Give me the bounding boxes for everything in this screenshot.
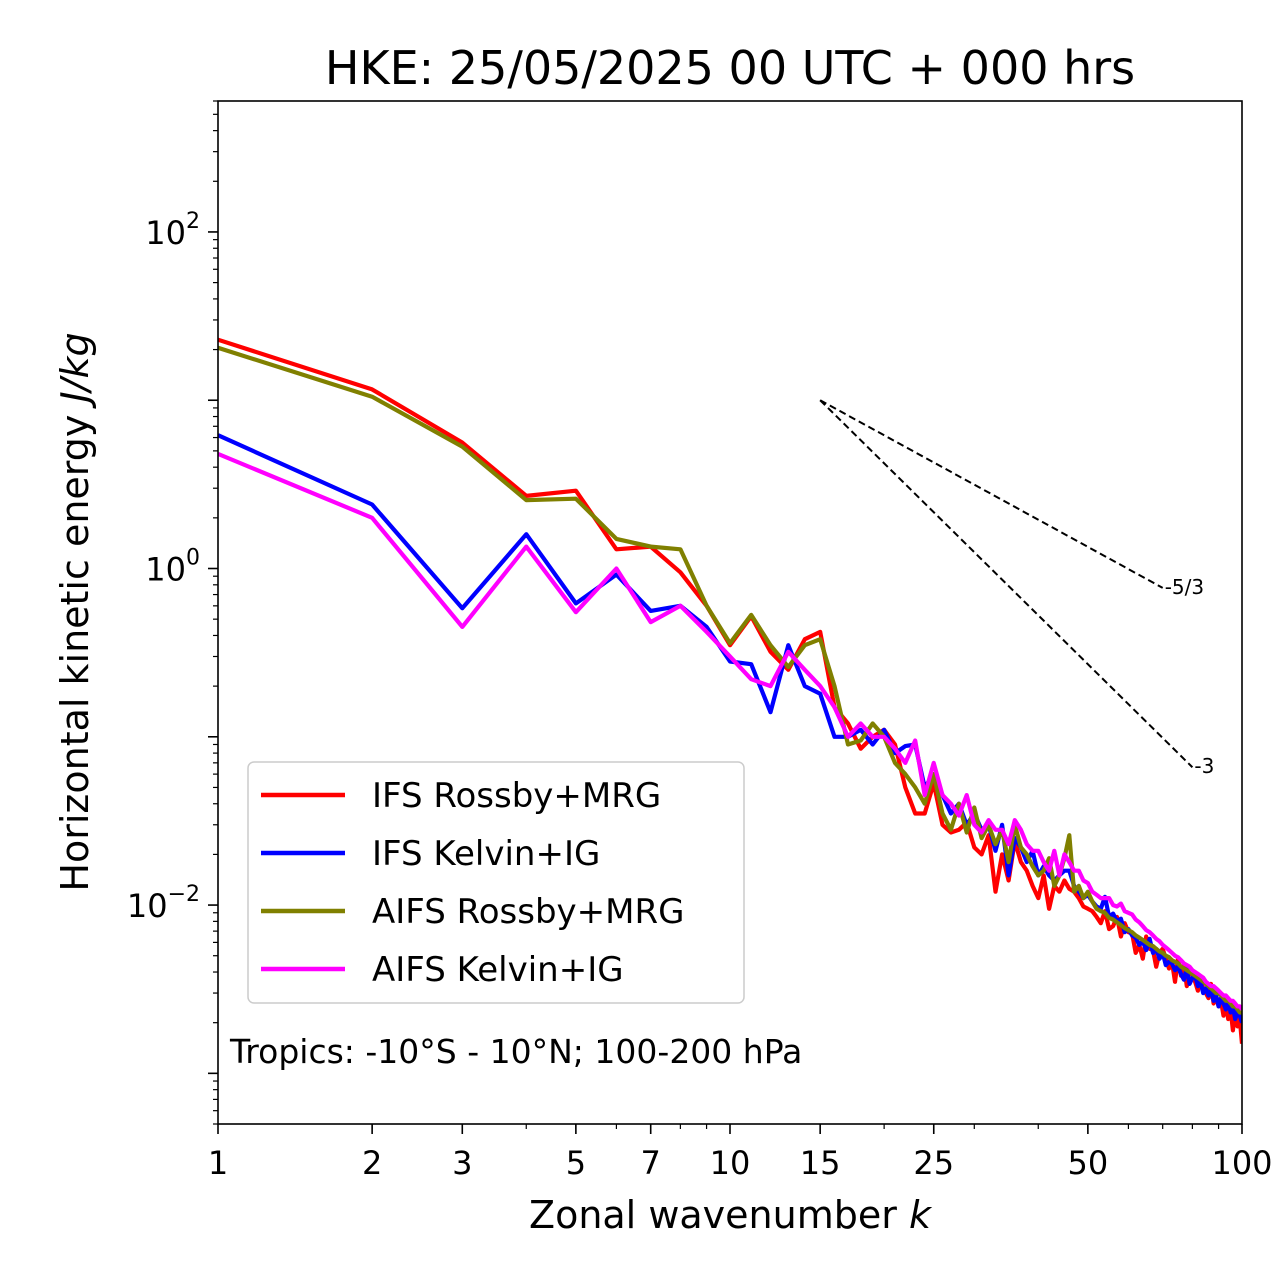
y-tick-label: 10−2 xyxy=(127,882,200,925)
x-tick-label: 5 xyxy=(566,1144,586,1182)
x-axis-label: Zonal wavenumber k xyxy=(529,1193,933,1237)
x-tick-label: 100 xyxy=(1211,1144,1272,1182)
series-line-3 xyxy=(218,345,1242,1015)
y-axis-label: Horizontal kinetic energy J/kg xyxy=(53,332,97,891)
reference-slopes: -5/3 -3 xyxy=(819,399,1214,778)
x-tick-label: 2 xyxy=(362,1144,382,1182)
legend-label: AIFS Kelvin+IG xyxy=(372,950,624,990)
legend-label: AIFS Rossby+MRG xyxy=(372,892,684,932)
slope-label-2: -3 xyxy=(1194,754,1214,778)
x-tick-label: 10 xyxy=(710,1144,751,1182)
x-axis: 1 2 3 5 7 10 15 25 50 100 xyxy=(208,1124,1273,1182)
region-annotation: Tropics: -10°S - 10°N; 100-200 hPa xyxy=(229,1032,802,1071)
x-tick-label: 7 xyxy=(641,1144,661,1182)
series-layer xyxy=(218,337,1242,1044)
x-tick-label: 3 xyxy=(452,1144,472,1182)
plot-area: -5/3 -3 xyxy=(217,100,1243,1125)
y-axis: 102 100 10−2 xyxy=(127,100,218,1125)
y-tick-label: 100 xyxy=(145,546,200,589)
slope-line-1 xyxy=(819,399,1164,589)
legend-label: IFS Kelvin+IG xyxy=(372,834,600,874)
x-tick-label: 25 xyxy=(913,1144,954,1182)
legend: IFS Rossby+MRG IFS Kelvin+IG AIFS Rossby+M… xyxy=(247,761,745,1004)
slope-line-2 xyxy=(819,399,1194,768)
slope-label-1: -5/3 xyxy=(1165,575,1204,599)
chart-title: HKE: 25/05/2025 00 UTC + 000 hrs xyxy=(325,41,1135,95)
series-line-4 xyxy=(218,451,1242,1011)
x-tick-label: 1 xyxy=(208,1144,228,1182)
legend-label: IFS Rossby+MRG xyxy=(372,776,661,816)
y-tick-label: 102 xyxy=(145,209,200,252)
legend-frame xyxy=(247,761,745,1004)
x-tick-label: 50 xyxy=(1068,1144,1109,1182)
x-tick-label: 15 xyxy=(800,1144,841,1182)
